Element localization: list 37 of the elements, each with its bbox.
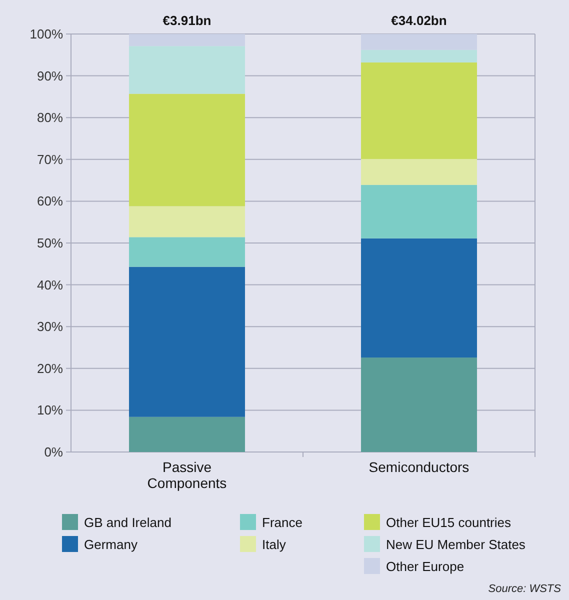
legend-label: Other EU15 countries — [386, 515, 512, 530]
y-tick-label: 60% — [36, 194, 64, 209]
legend-label: Other Europe — [386, 559, 464, 574]
legend-label: GB and Ireland — [84, 515, 172, 530]
x-tick-label: Passive Components — [147, 459, 227, 491]
y-tick-label: 50% — [36, 236, 64, 250]
bar — [129, 237, 245, 267]
bar — [129, 94, 245, 206]
annotation: €3.91bn — [162, 13, 212, 28]
bar — [361, 34, 477, 50]
source-note: Source: WSTS — [488, 583, 562, 595]
bar — [361, 62, 477, 159]
bar — [129, 206, 245, 238]
bar — [361, 238, 477, 358]
y-tick-label: 0% — [44, 444, 64, 460]
bar — [129, 34, 245, 46]
bar — [361, 358, 477, 452]
bar — [361, 184, 477, 238]
annotation: €34.02bn — [391, 13, 447, 28]
y-tick-label: 90% — [36, 68, 64, 84]
y-tick-label: 40% — [36, 277, 64, 292]
y-tick-label: 100% — [30, 26, 64, 42]
bar — [129, 416, 245, 452]
legend-label: New EU Member States — [386, 537, 526, 552]
y-tick-label: 20% — [36, 360, 64, 376]
x-tick-label: Semiconductors — [368, 459, 470, 475]
y-tick-label: 70% — [36, 152, 64, 167]
bar — [129, 266, 245, 417]
bar — [361, 50, 477, 62]
y-tick-label: 30% — [36, 319, 64, 334]
legend-label: France — [262, 515, 302, 530]
bar — [129, 46, 245, 94]
y-tick-label: 10% — [36, 402, 64, 418]
legend-label: Germany — [84, 537, 138, 552]
legend-label: Italy — [262, 537, 286, 552]
y-tick-label: 80% — [36, 110, 64, 126]
bar — [361, 158, 477, 185]
